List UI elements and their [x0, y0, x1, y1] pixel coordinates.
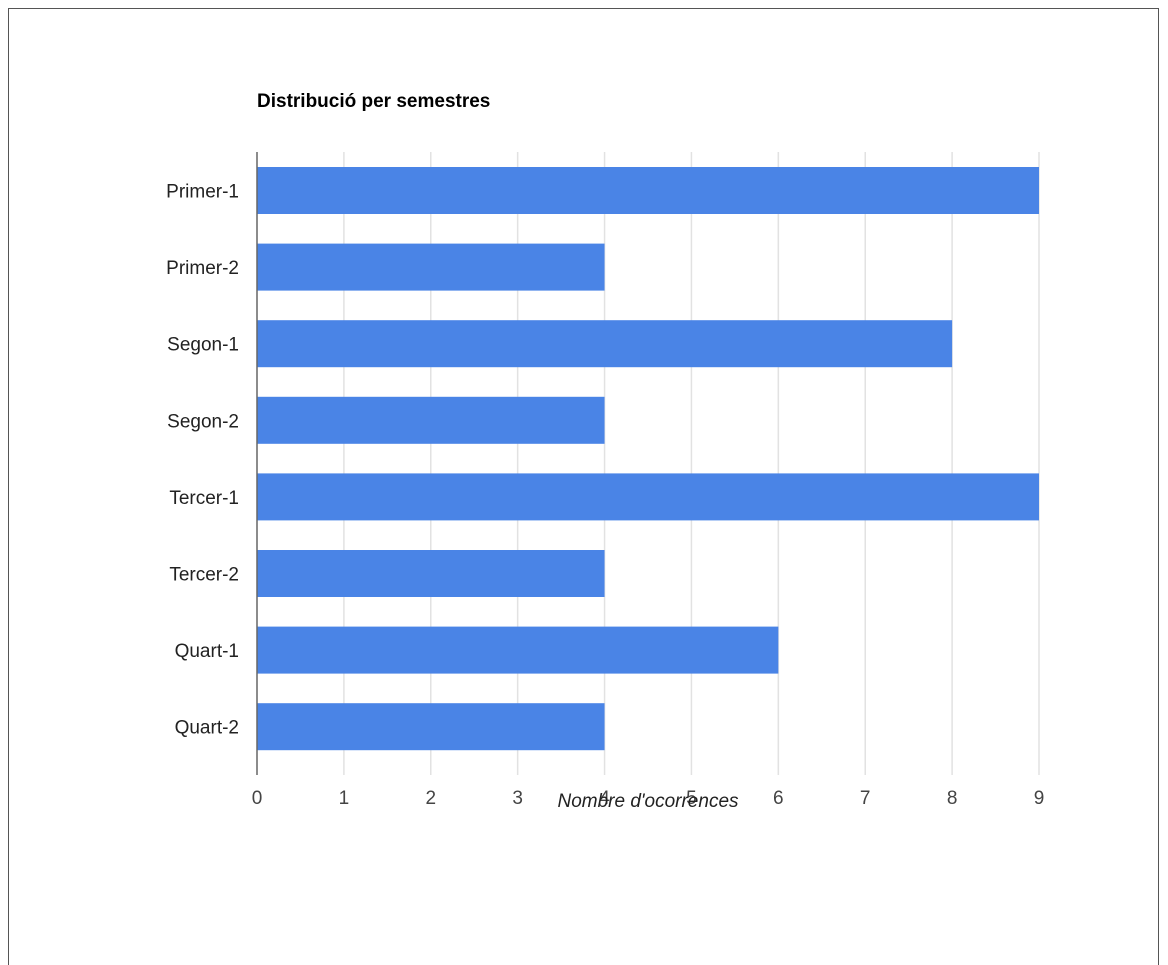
- category-label: Tercer-2: [169, 565, 239, 586]
- x-tick-label: 2: [425, 788, 436, 809]
- x-tick-label: 5: [686, 788, 697, 809]
- x-tick-label: 1: [339, 788, 350, 809]
- category-label: Segon-2: [167, 411, 239, 432]
- tick-labels: 0 1 2 3 4 5 6 7 8 9: [252, 788, 1045, 809]
- bar: [257, 550, 605, 597]
- bar: [257, 396, 605, 444]
- category-labels: Primer-1 Primer-2 Segon-1 Segon-2 Tercer-1 Te…: [166, 182, 239, 739]
- chart-title: Distribució per semestres: [257, 91, 490, 112]
- x-tick-label: 9: [1034, 788, 1045, 809]
- bars: [257, 167, 1039, 751]
- bar: [257, 243, 605, 291]
- x-tick-label: 7: [860, 788, 871, 809]
- category-label: Primer-2: [166, 258, 239, 279]
- bar: [257, 320, 953, 368]
- x-tick-label: 3: [512, 788, 523, 809]
- x-tick-label: 6: [773, 788, 784, 809]
- category-label: Primer-1: [166, 182, 239, 203]
- category-label: Quart-2: [175, 718, 239, 739]
- category-label: Quart-1: [175, 641, 239, 662]
- category-label: Segon-1: [167, 335, 239, 356]
- bar: [257, 703, 605, 751]
- x-tick-label: 4: [599, 788, 610, 809]
- category-label: Tercer-1: [169, 488, 239, 509]
- x-tick-label: 8: [947, 788, 958, 809]
- bar: [257, 626, 779, 674]
- bar: [257, 473, 1039, 521]
- bar: [257, 167, 1039, 214]
- x-axis-title: Nombre d'ocorrences: [557, 791, 739, 812]
- x-tick-label: 0: [252, 788, 263, 809]
